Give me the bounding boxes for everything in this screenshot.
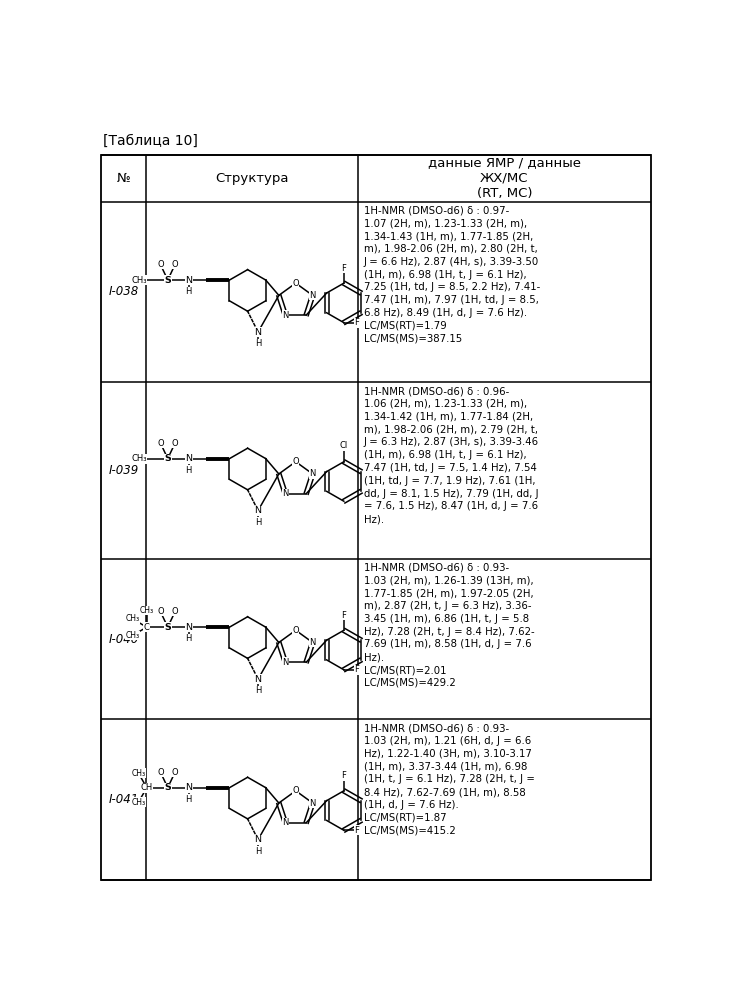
Text: I-039: I-039 <box>108 465 138 478</box>
Text: H: H <box>185 466 192 475</box>
Text: N: N <box>185 276 193 285</box>
Text: O: O <box>172 260 179 269</box>
Text: данные ЯМР / данные
ЖХ/МС
(RT, МС): данные ЯМР / данные ЖХ/МС (RT, МС) <box>428 157 581 200</box>
Text: C: C <box>144 622 150 631</box>
Text: I-040: I-040 <box>108 632 138 645</box>
Text: O: O <box>157 607 164 616</box>
Text: N: N <box>185 455 193 464</box>
Text: N: N <box>310 638 315 647</box>
Text: I-041: I-041 <box>108 793 138 806</box>
Text: F: F <box>341 771 346 780</box>
Text: N: N <box>282 818 288 827</box>
Text: N: N <box>310 470 315 479</box>
Text: O: O <box>292 279 299 288</box>
Text: F: F <box>341 610 346 620</box>
Text: CH₃: CH₃ <box>132 797 146 806</box>
Text: N: N <box>185 783 193 792</box>
Text: H: H <box>255 686 261 695</box>
Text: H: H <box>255 846 261 855</box>
Text: S: S <box>165 783 171 792</box>
Text: CH₃: CH₃ <box>131 276 147 285</box>
Text: CH₃: CH₃ <box>132 769 146 778</box>
Text: 1H-NMR (DMSO-d6) δ : 0.93-
1.03 (2H, m), 1.26-1.39 (13H, m),
1.77-1.85 (2H, m), : 1H-NMR (DMSO-d6) δ : 0.93- 1.03 (2H, m),… <box>364 562 534 688</box>
Text: N: N <box>282 657 288 666</box>
Text: S: S <box>165 276 171 285</box>
Text: N: N <box>255 674 261 683</box>
Text: N: N <box>310 291 315 300</box>
Text: O: O <box>157 767 164 776</box>
Text: F: F <box>354 318 359 327</box>
Text: O: O <box>157 439 164 448</box>
Text: O: O <box>292 786 299 795</box>
Text: F: F <box>354 665 359 674</box>
Text: 1H-NMR (DMSO-d6) δ : 0.93-
1.03 (2H, m), 1.21 (6H, d, J = 6.6
Hz), 1.22-1.40 (3H: 1H-NMR (DMSO-d6) δ : 0.93- 1.03 (2H, m),… <box>364 723 535 835</box>
Text: I-038: I-038 <box>108 286 138 299</box>
Text: F: F <box>341 264 346 273</box>
Text: H: H <box>185 287 192 296</box>
Text: N: N <box>255 835 261 844</box>
Text: H: H <box>185 794 192 803</box>
Text: CH₃: CH₃ <box>125 631 139 640</box>
Text: O: O <box>172 767 179 776</box>
Text: H: H <box>255 517 261 526</box>
Text: Cl: Cl <box>340 442 348 451</box>
Text: O: O <box>292 625 299 634</box>
Text: CH₃: CH₃ <box>131 455 147 464</box>
Text: N: N <box>310 798 315 807</box>
Text: 1H-NMR (DMSO-d6) δ : 0.97-
1.07 (2H, m), 1.23-1.33 (2H, m),
1.34-1.43 (1H, m), 1: 1H-NMR (DMSO-d6) δ : 0.97- 1.07 (2H, m),… <box>364 206 540 344</box>
Text: Структура: Структура <box>215 172 288 185</box>
Text: N: N <box>282 311 288 320</box>
Text: F: F <box>354 826 359 835</box>
Text: CH: CH <box>141 783 153 792</box>
Text: N: N <box>185 622 193 631</box>
Text: S: S <box>165 622 171 631</box>
Text: H: H <box>255 339 261 348</box>
Text: №: № <box>116 172 130 185</box>
Text: O: O <box>172 439 179 448</box>
Text: 1H-NMR (DMSO-d6) δ : 0.96-
1.06 (2H, m), 1.23-1.33 (2H, m),
1.34-1.42 (1H, m), 1: 1H-NMR (DMSO-d6) δ : 0.96- 1.06 (2H, m),… <box>364 386 539 524</box>
Text: CH₃: CH₃ <box>140 606 154 615</box>
Text: O: O <box>172 607 179 616</box>
Text: N: N <box>255 328 261 337</box>
Text: O: O <box>292 458 299 467</box>
Text: [Таблица 10]: [Таблица 10] <box>103 134 198 148</box>
Text: O: O <box>157 260 164 269</box>
Text: S: S <box>165 455 171 464</box>
Text: N: N <box>255 506 261 515</box>
Text: H: H <box>185 634 192 643</box>
Text: CH₃: CH₃ <box>125 614 139 623</box>
Text: N: N <box>282 490 288 499</box>
